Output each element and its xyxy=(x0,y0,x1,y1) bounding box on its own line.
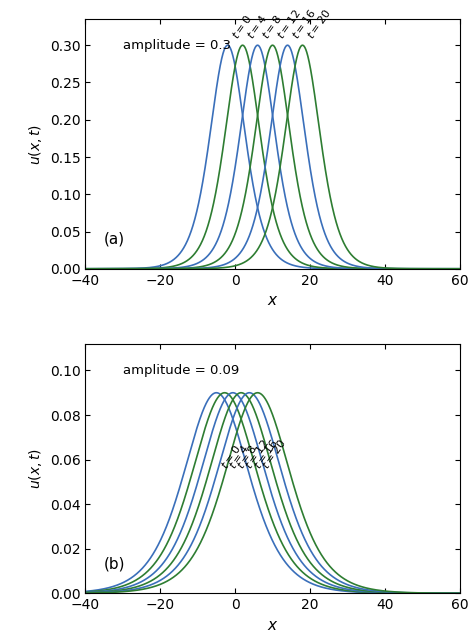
Text: amplitude = 0.09: amplitude = 0.09 xyxy=(123,364,239,376)
Text: $t=20$: $t=20$ xyxy=(259,436,288,471)
Text: $t=8$: $t=8$ xyxy=(259,13,284,41)
Text: $t=20$: $t=20$ xyxy=(304,7,333,41)
Text: $t=12$: $t=12$ xyxy=(243,437,272,471)
Y-axis label: $u(x,t)$: $u(x,t)$ xyxy=(27,448,44,489)
Text: (b): (b) xyxy=(104,556,126,572)
Text: amplitude = 0.3: amplitude = 0.3 xyxy=(123,39,231,52)
Text: $t=4$: $t=4$ xyxy=(244,13,269,41)
Text: $t=8$: $t=8$ xyxy=(234,442,259,471)
Text: $t=16$: $t=16$ xyxy=(289,7,318,41)
Text: $t=0$: $t=0$ xyxy=(229,13,254,41)
X-axis label: $x$: $x$ xyxy=(267,293,278,308)
Y-axis label: $u(x,t)$: $u(x,t)$ xyxy=(27,123,44,165)
X-axis label: $x$: $x$ xyxy=(267,618,278,633)
Text: $t=4$: $t=4$ xyxy=(226,442,251,471)
Text: $t=16$: $t=16$ xyxy=(251,436,280,471)
Text: (a): (a) xyxy=(104,232,125,247)
Text: $t=0$: $t=0$ xyxy=(218,442,243,471)
Text: $t=12$: $t=12$ xyxy=(274,8,303,41)
